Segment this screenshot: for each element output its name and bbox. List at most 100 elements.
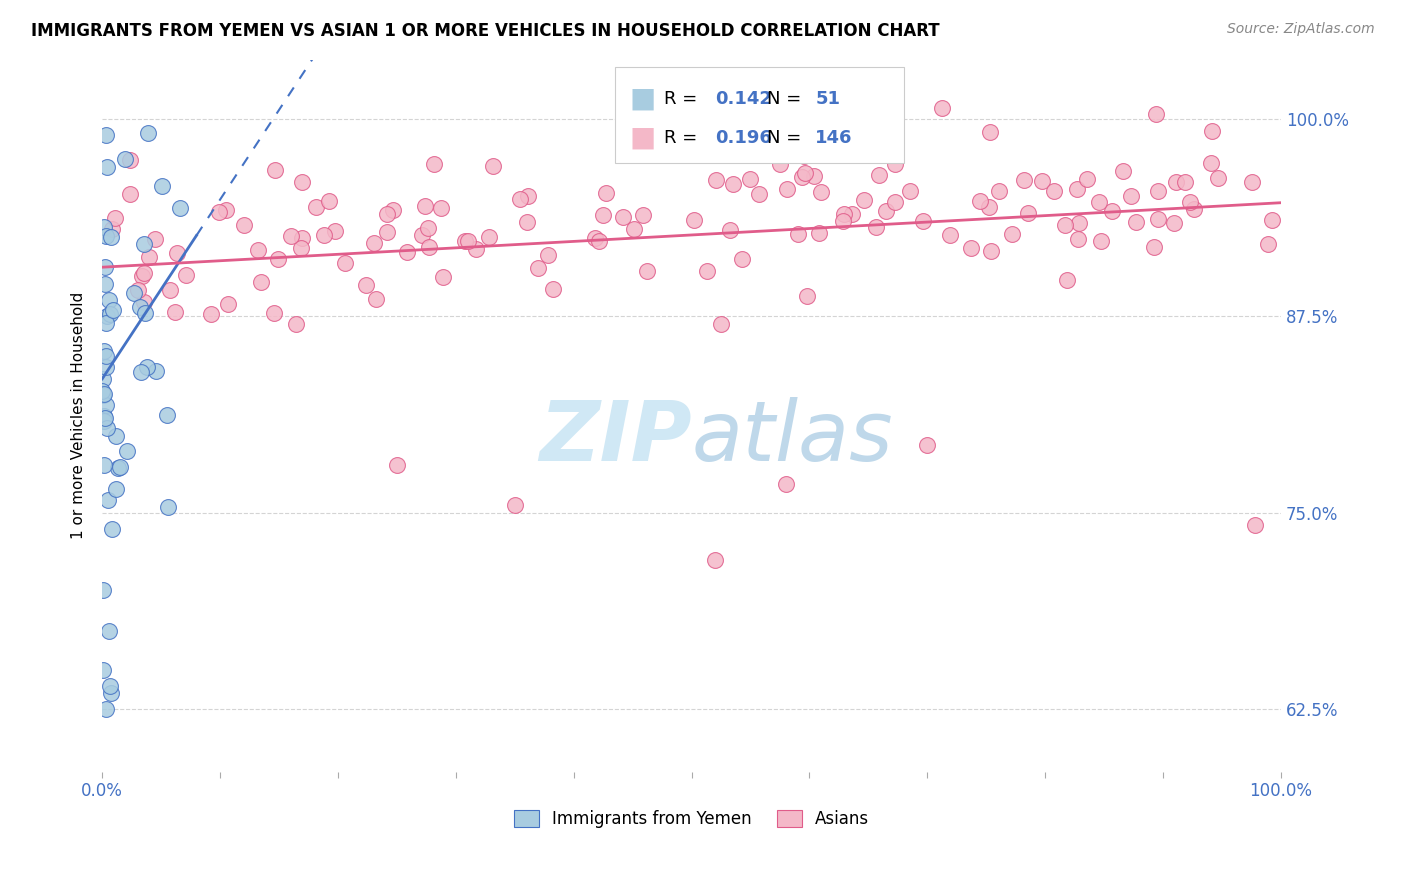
Point (318, 194, 340, 209)
Point (363, 236, 385, 251)
Point (93, 414, 115, 428)
Point (841, 207, 863, 221)
Point (457, 235, 479, 249)
Point (1101, 203, 1123, 218)
Point (91, 582, 114, 597)
Point (868, 168, 890, 182)
Point (787, 227, 810, 241)
Point (312, 227, 335, 242)
Point (155, 408, 177, 422)
Point (917, 438, 939, 452)
Point (595, 186, 617, 201)
Point (290, 242, 312, 256)
Point (96, 309, 118, 323)
Point (423, 157, 446, 171)
Point (93, 344, 115, 359)
Point (97, 493, 120, 508)
Point (1163, 216, 1185, 230)
Point (1067, 232, 1090, 246)
Point (129, 366, 152, 380)
Point (100, 230, 122, 244)
Point (432, 269, 454, 284)
Text: 0.142: 0.142 (716, 90, 772, 108)
Point (381, 202, 404, 217)
Point (454, 234, 477, 248)
Point (810, 185, 832, 199)
Text: atlas: atlas (692, 397, 893, 478)
Point (704, 552, 727, 566)
Text: R =: R = (665, 90, 703, 108)
Point (1031, 174, 1053, 188)
Point (636, 264, 658, 278)
Point (464, 242, 486, 256)
Point (169, 202, 191, 216)
Point (1000, 227, 1022, 241)
Point (612, 210, 634, 224)
Point (94, 702, 117, 716)
Point (97, 624, 120, 638)
Point (852, 193, 875, 207)
Point (912, 214, 935, 228)
Point (630, 147, 652, 161)
Point (233, 219, 256, 233)
Point (94, 410, 117, 425)
Point (335, 256, 357, 270)
Point (865, 220, 887, 235)
Point (96, 420, 118, 434)
Point (356, 278, 378, 293)
Text: N =: N = (768, 129, 807, 147)
Point (134, 305, 156, 319)
Point (1144, 107, 1167, 121)
Point (101, 303, 124, 318)
Point (1043, 184, 1066, 198)
Point (305, 201, 328, 215)
Point (375, 225, 398, 239)
Point (96, 350, 118, 364)
Point (1184, 202, 1206, 216)
Point (592, 209, 614, 223)
Point (898, 184, 921, 198)
Point (247, 243, 270, 257)
Point (264, 163, 287, 178)
Point (526, 261, 548, 276)
Point (101, 222, 124, 236)
Text: 51: 51 (815, 90, 841, 108)
Point (1201, 124, 1223, 138)
Point (377, 207, 399, 221)
Point (200, 307, 222, 321)
Point (115, 444, 138, 458)
Text: IMMIGRANTS FROM YEMEN VS ASIAN 1 OR MORE VEHICLES IN HOUSEHOLD CORRELATION CHART: IMMIGRANTS FROM YEMEN VS ASIAN 1 OR MORE… (31, 22, 939, 40)
Point (131, 268, 153, 283)
Point (858, 143, 880, 157)
Point (1257, 236, 1279, 251)
Point (478, 230, 501, 244)
Point (1119, 188, 1142, 202)
Point (166, 245, 188, 260)
Text: ■: ■ (628, 124, 655, 152)
Point (136, 359, 159, 374)
Point (93, 219, 115, 234)
Point (1076, 172, 1098, 186)
Point (1244, 518, 1267, 533)
Point (280, 228, 302, 243)
Point (682, 213, 704, 227)
Point (537, 247, 560, 261)
Point (107, 461, 129, 475)
Point (623, 222, 645, 236)
Point (884, 157, 907, 171)
Point (91, 384, 114, 398)
Point (93, 387, 115, 401)
Point (1143, 240, 1166, 254)
Point (503, 498, 526, 512)
Point (481, 159, 503, 173)
Point (285, 317, 308, 331)
Point (97, 293, 120, 307)
Point (1146, 212, 1168, 227)
Point (1067, 216, 1090, 230)
Text: ■: ■ (628, 85, 655, 112)
Point (1054, 218, 1077, 232)
Point (366, 292, 388, 306)
Point (91, 372, 114, 386)
Point (979, 125, 1001, 139)
Point (775, 477, 797, 491)
